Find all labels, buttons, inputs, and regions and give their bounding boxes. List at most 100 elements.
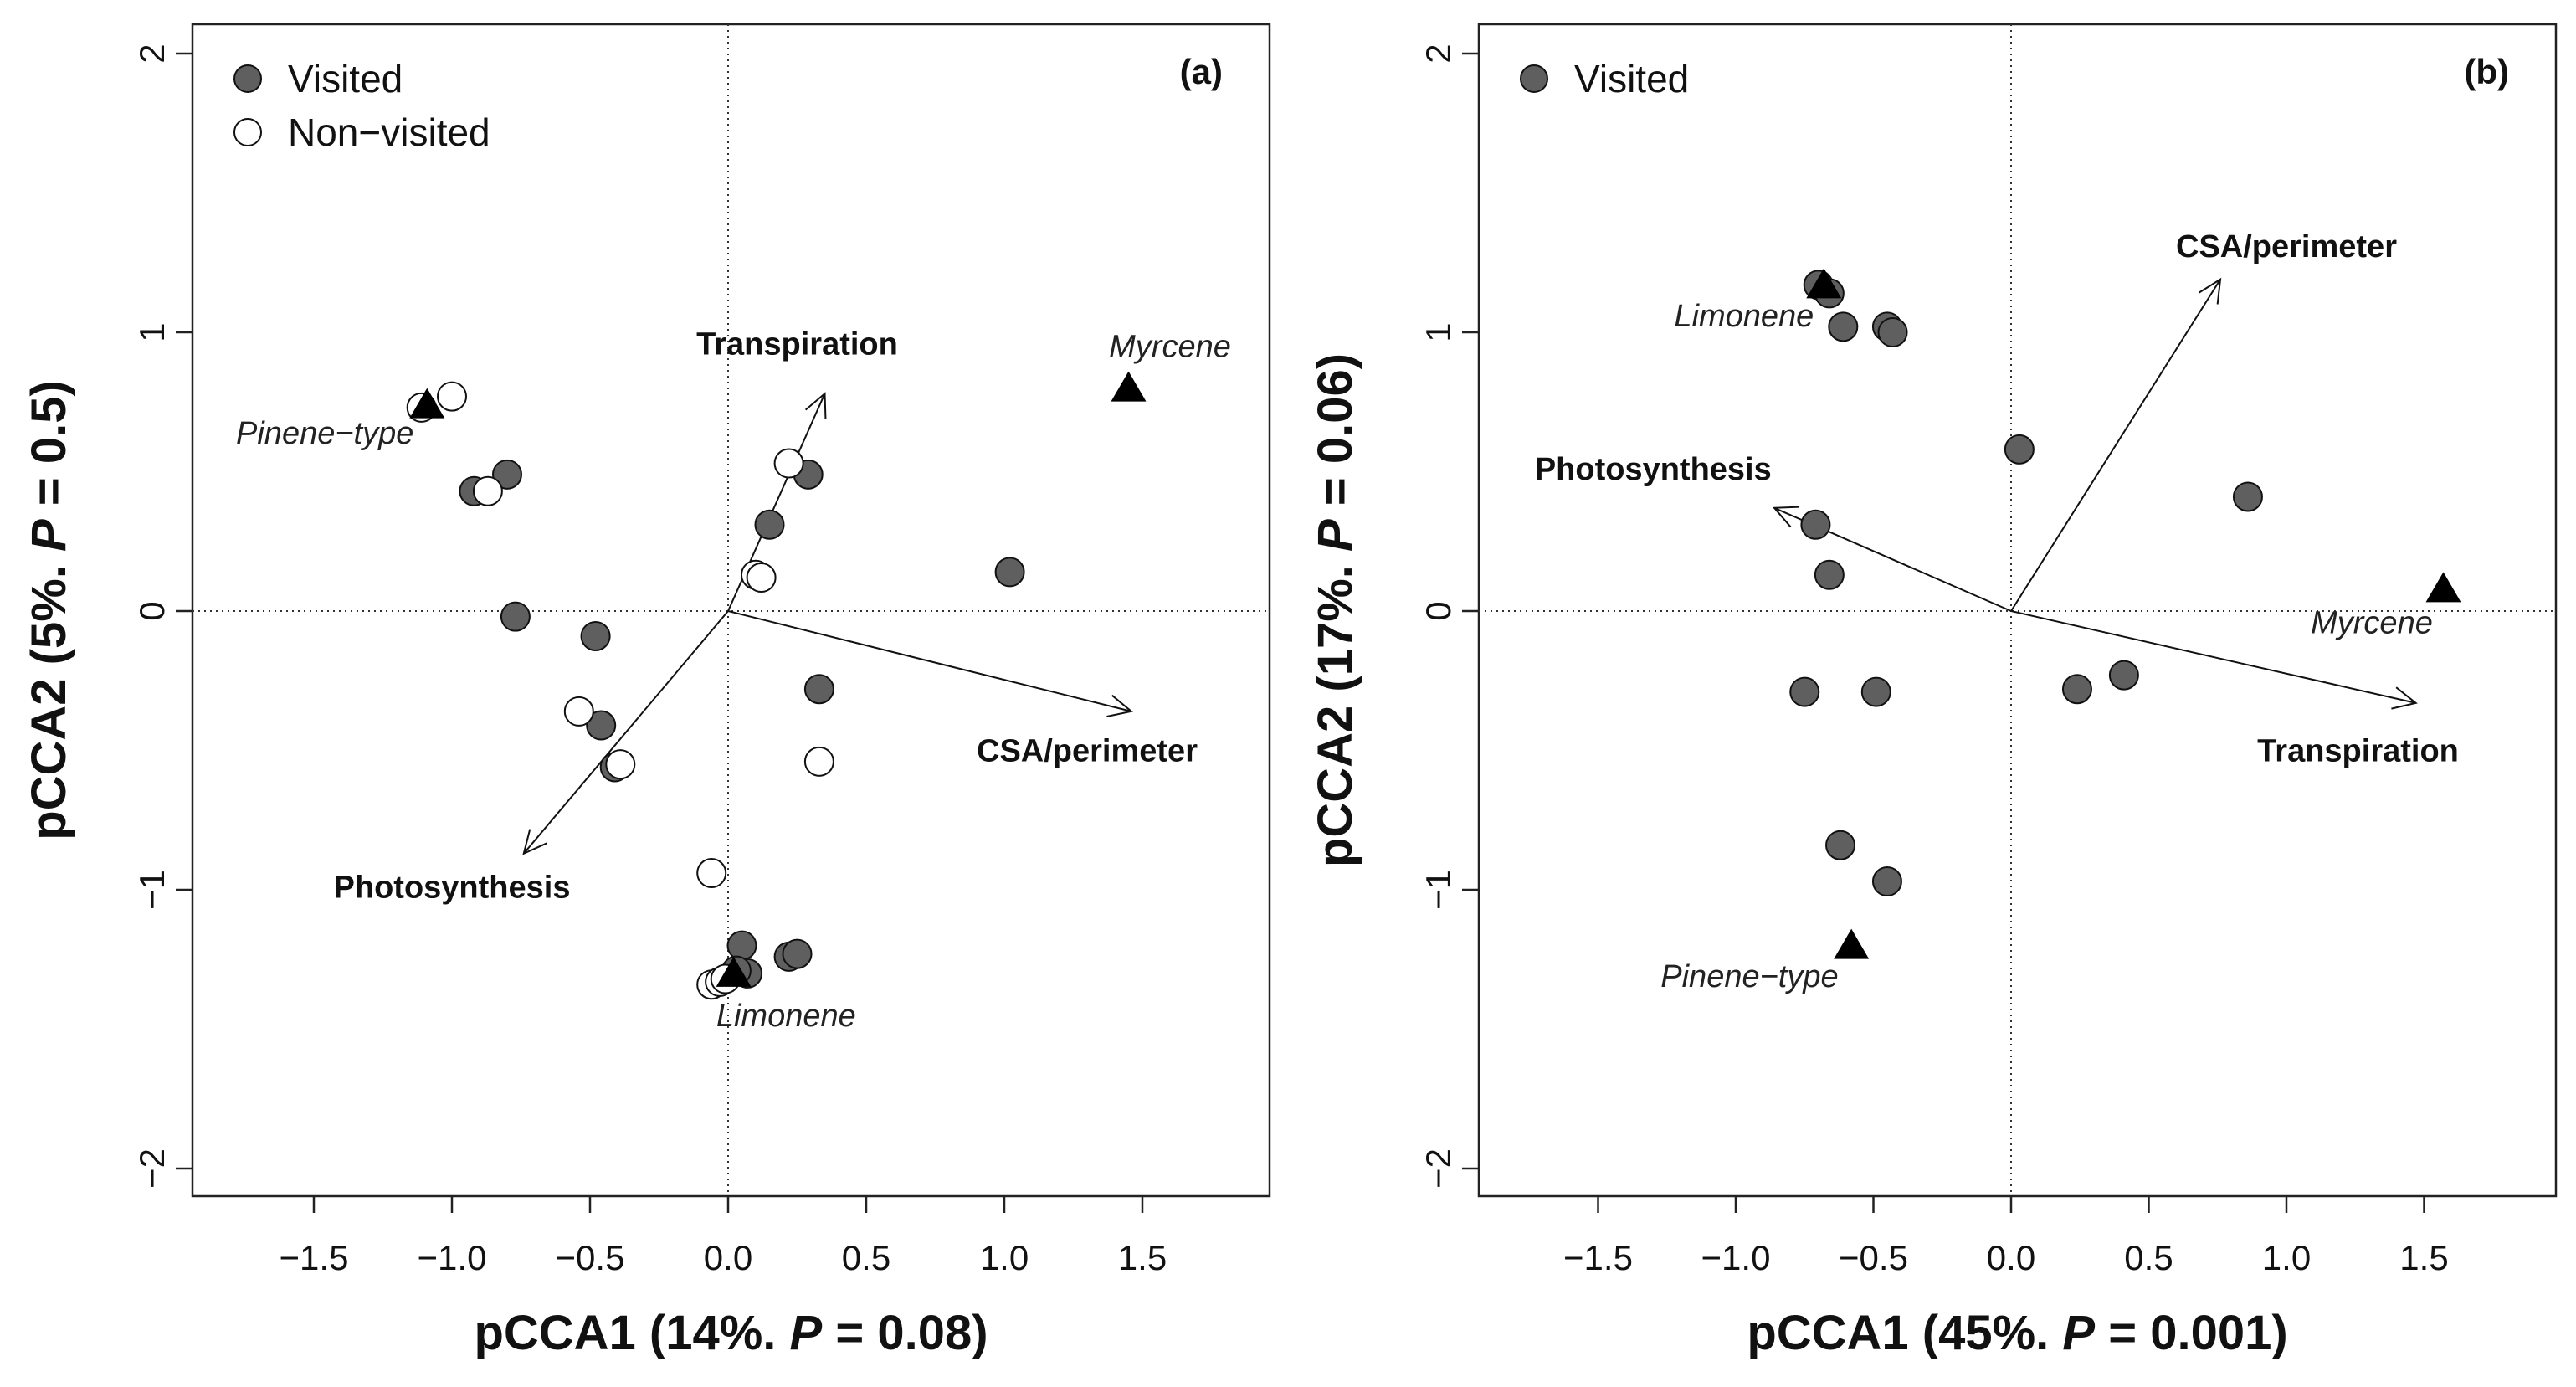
visited-point (782, 938, 813, 969)
y-axis-title-prefix: pCCA2 (17%. (1308, 552, 1362, 867)
y-tick-label: 2 (132, 44, 172, 63)
non-visited-point (472, 475, 503, 506)
y-axis-title-suffix: = 0.06) (1308, 353, 1362, 519)
legend-marker-icon (233, 118, 262, 146)
visited-point (2232, 481, 2263, 512)
x-axis-title-prefix: pCCA1 (45%. (1747, 1306, 2062, 1360)
vector-arrow (2010, 279, 2221, 612)
visited-point (2004, 434, 2035, 465)
arrowhead-icon (1106, 694, 1134, 717)
legend-label: Visited (1574, 57, 1689, 100)
visited-point (580, 620, 611, 651)
species-label: Pinene−type (1660, 959, 1838, 994)
species-triangle (1806, 268, 1842, 299)
y-axis-title: pCCA2 (17%. P = 0.06) (1308, 353, 1362, 867)
species-label: Pinene−type (236, 416, 413, 451)
x-axis-title-prefix: pCCA1 (14%. (474, 1306, 789, 1360)
arrowhead-icon (2199, 277, 2222, 305)
panel-a: −1.5 −1.0 −0.5 0.0 0.5 1.0 1.5 −2 −1 0 1 2 pCCA1 (14… (22, 23, 1271, 1360)
x-tick-label: 0.0 (704, 1238, 752, 1277)
x-tick-label: −0.5 (556, 1238, 625, 1277)
x-tick-label: 0.5 (2124, 1238, 2173, 1277)
visited-point (492, 459, 522, 490)
visited-point (994, 557, 1025, 588)
panel-label: (a) (1180, 52, 1223, 91)
x-tick-label: −1.0 (418, 1238, 487, 1277)
vector-arrow (2010, 610, 2416, 704)
visited-point (586, 710, 617, 741)
visited-point (1828, 311, 1859, 342)
x-axis-title-p: P (790, 1306, 823, 1360)
non-visited-point (437, 381, 467, 412)
non-visited-point (803, 746, 834, 777)
y-tick-label: 1 (132, 322, 172, 342)
x-tick-label: 1.0 (2262, 1238, 2311, 1277)
vector-label: Photosynthesis (334, 871, 571, 906)
panel-b: −1.5 −1.0 −0.5 0.0 0.5 1.0 1.5 −2 −1 0 1 2 pCCA1 (45… (1308, 23, 2558, 1360)
x-axis-title-p: P (2062, 1306, 2095, 1360)
species-label: Myrcene (1109, 330, 1231, 365)
legend-label: Non−visited (288, 110, 490, 154)
species-triangle (2425, 572, 2461, 603)
vector-arrow (523, 610, 729, 855)
species-triangle (716, 956, 752, 987)
y-axis-title-p: P (22, 519, 76, 552)
x-tick-label: −1.5 (1563, 1238, 1633, 1277)
x-tick-label: 1.5 (2399, 1238, 2448, 1277)
x-axis-title: pCCA1 (14%. P = 0.08) (474, 1306, 988, 1360)
non-visited-point (563, 696, 594, 727)
visited-point (1789, 676, 1820, 707)
visited-point (726, 930, 757, 961)
x-axis-title: pCCA1 (45%. P = 0.001) (1747, 1306, 2287, 1360)
panel-label: (b) (2464, 52, 2509, 91)
x-tick-label: 0.0 (1987, 1238, 2035, 1277)
non-visited-point (773, 448, 804, 479)
x-tick-label: 1.0 (980, 1238, 1029, 1277)
y-tick-label: 1 (1419, 322, 1458, 342)
species-triangle (1111, 371, 1147, 402)
y-axis-title-p: P (1308, 519, 1362, 552)
vector-label: Transpiration (2257, 734, 2459, 769)
x-tick-label: 0.5 (842, 1238, 890, 1277)
species-label: Limonene (1674, 299, 1814, 334)
vector-label: Transpiration (696, 326, 898, 362)
non-visited-point (605, 749, 636, 780)
x-axis-title-suffix: = 0.08) (822, 1306, 988, 1360)
y-tick-label: −2 (1419, 1148, 1458, 1189)
visited-point (1871, 866, 1902, 897)
legend-marker-icon (1520, 64, 1548, 93)
y-tick-label: 2 (1419, 44, 1458, 63)
vector-label: CSA/perimeter (977, 734, 1198, 769)
species-triangle (409, 388, 445, 419)
visited-point (754, 509, 785, 540)
y-axis-title-prefix: pCCA2 (5%. (22, 552, 76, 840)
arrowhead-icon (522, 829, 547, 855)
non-visited-point (696, 858, 727, 889)
arrowhead-icon (804, 392, 827, 419)
x-tick-label: −1.0 (1701, 1238, 1771, 1277)
visited-point (1800, 509, 1831, 540)
visited-point (1814, 559, 1845, 590)
species-label: Myrcene (2311, 605, 2433, 640)
legend-label: Visited (288, 57, 403, 100)
arrowhead-icon (2391, 686, 2418, 710)
visited-point (1877, 317, 1908, 347)
y-axis-title: pCCA2 (5%. P = 0.5) (22, 380, 76, 840)
y-tick-label: −1 (1419, 870, 1458, 910)
visited-point (2108, 660, 2139, 691)
y-tick-label: 0 (132, 601, 172, 620)
vector-arrow (727, 610, 1132, 712)
vector-label: CSA/perimeter (2176, 229, 2397, 265)
x-tick-label: −1.5 (280, 1238, 349, 1277)
visited-point (1825, 830, 1856, 860)
x-tick-label: 1.5 (1118, 1238, 1167, 1277)
visited-point (1860, 676, 1891, 707)
non-visited-point (746, 563, 777, 593)
y-axis-title-suffix: = 0.5) (22, 380, 76, 519)
legend-marker-icon (233, 64, 262, 93)
visited-point (500, 601, 531, 632)
x-axis-title-suffix: = 0.001) (2095, 1306, 2288, 1360)
visited-point (2061, 674, 2092, 705)
y-tick-label: −2 (132, 1148, 172, 1189)
